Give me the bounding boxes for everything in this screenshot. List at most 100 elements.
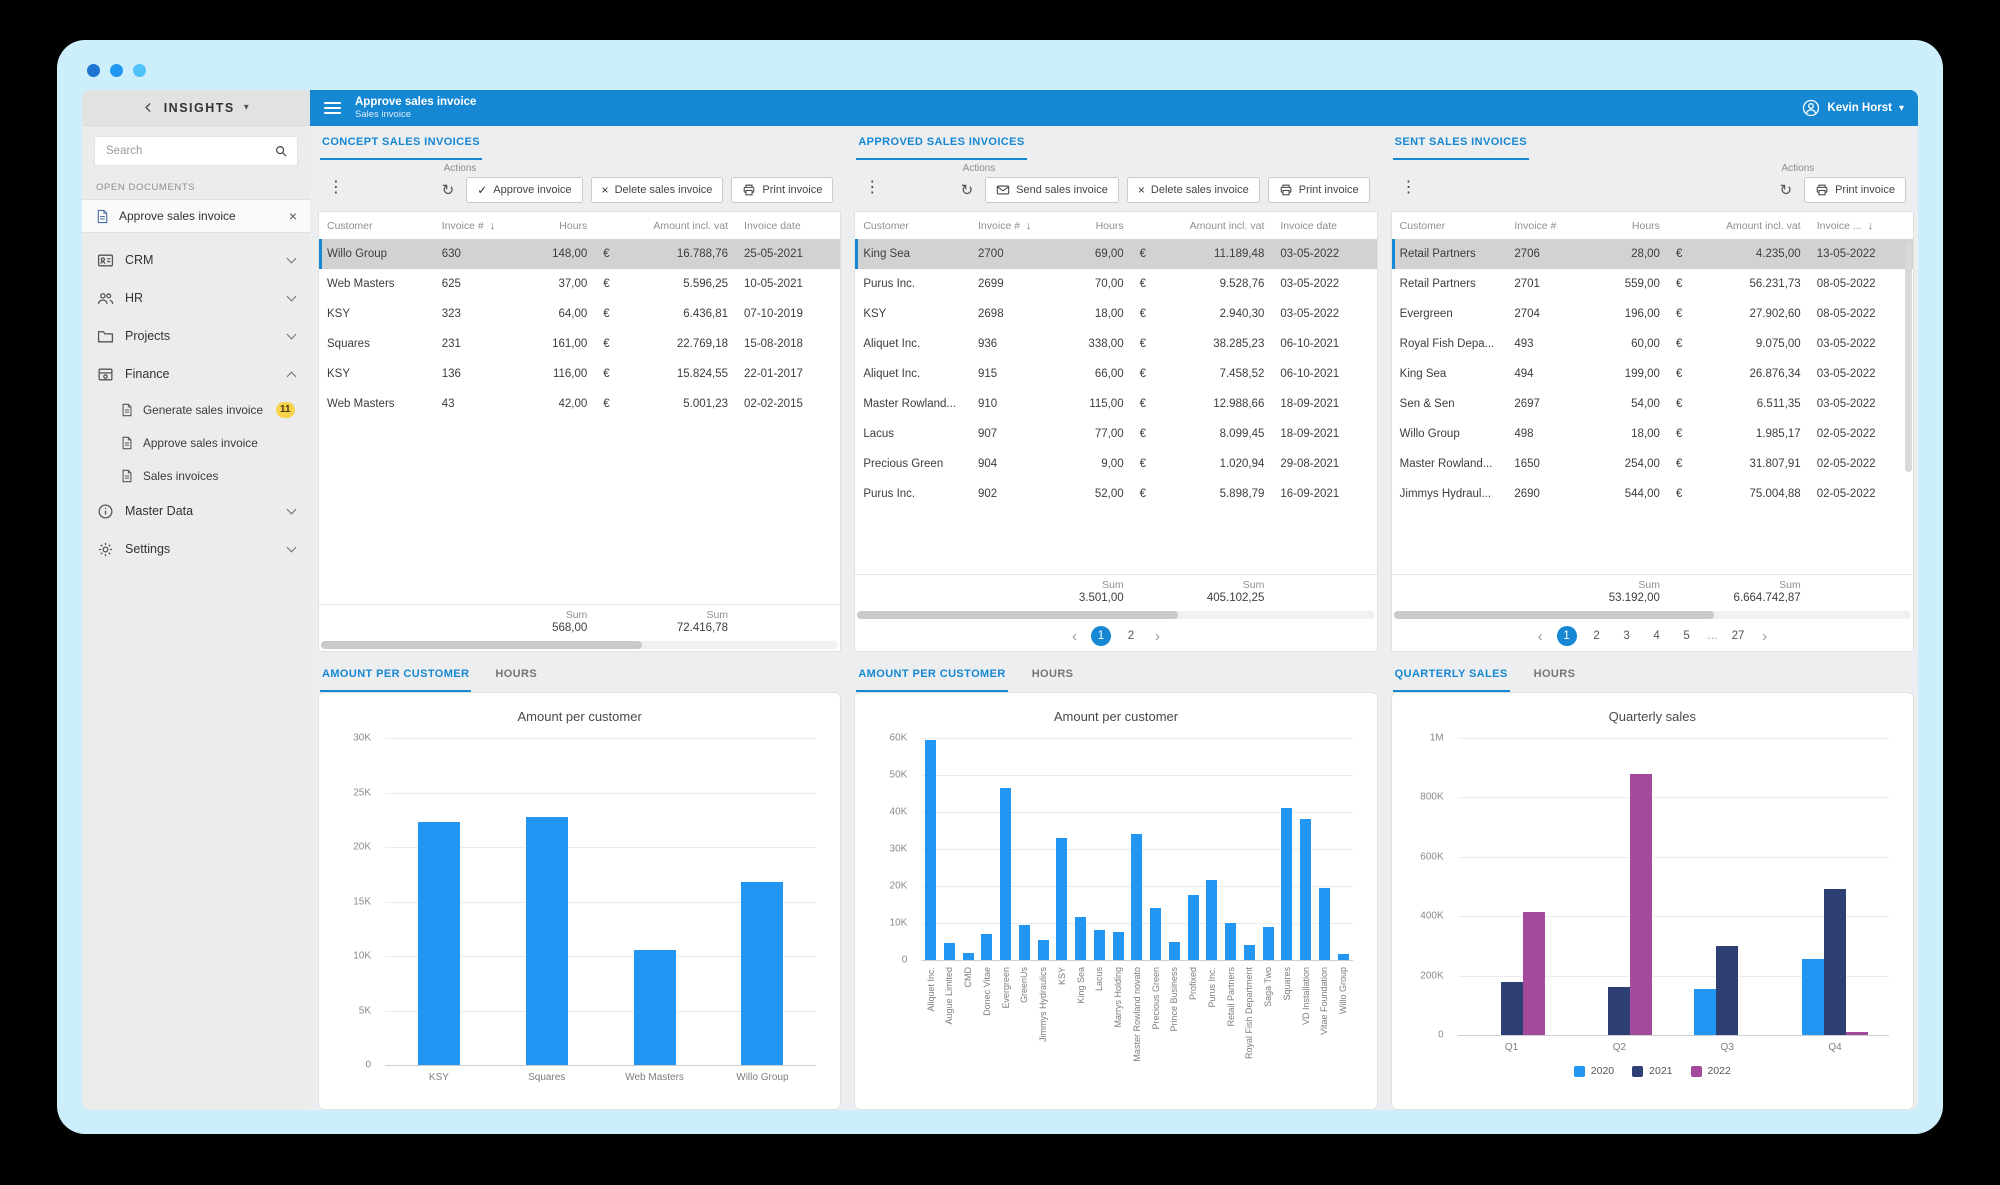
invoice-row[interactable]: Web Masters 43 42,00 €5.001,23 02-02-2015 xyxy=(319,389,840,419)
invoice-row[interactable]: King Sea 2700 69,00 €11.189,48 03-05-2022 xyxy=(855,239,1377,269)
sort-descending-icon[interactable]: ↓ xyxy=(1867,220,1874,232)
previous-page-button[interactable]: ‹ xyxy=(1537,627,1543,645)
bar[interactable] xyxy=(1281,808,1293,960)
previous-page-button[interactable]: ‹ xyxy=(1071,627,1077,645)
refresh-icon[interactable]: ↻ xyxy=(1779,182,1793,199)
sidebar-item-projects[interactable]: Projects xyxy=(82,317,310,355)
invoice-row[interactable]: Web Masters 625 37,00 €5.596,25 10-05-2021 xyxy=(319,269,840,299)
invoice-row[interactable]: Royal Fish Depa... 493 60,00 €9.075,00 03-05… xyxy=(1392,329,1913,359)
invoice-row[interactable]: Purus Inc. 2699 70,00 €9.528,76 03-05-2022 xyxy=(855,269,1376,299)
print-invoice-button[interactable]: Print invoice xyxy=(1804,177,1906,203)
tab-amount-per-customer[interactable]: AMOUNT PER CUSTOMER xyxy=(856,668,1008,692)
bar[interactable] xyxy=(1075,917,1087,960)
sidebar-item-approve-sales-invoice[interactable]: Approve sales invoice xyxy=(82,426,310,459)
bar-2021[interactable] xyxy=(1716,945,1739,1035)
approve-invoice-button[interactable]: ✓ Approve invoice xyxy=(466,177,583,203)
amount-column-header[interactable]: Amount incl. vat xyxy=(1189,220,1265,232)
sidebar-item-hr[interactable]: HR xyxy=(82,279,310,317)
sidebar-item-sales-invoices[interactable]: Sales invoices xyxy=(82,459,310,492)
bar[interactable] xyxy=(943,943,955,960)
horizontal-scrollbar[interactable] xyxy=(857,611,1375,619)
tab-hours[interactable]: HOURS xyxy=(495,668,538,680)
bar[interactable] xyxy=(525,816,568,1065)
invoice-row[interactable]: Jimmys Hydraul... 2690 544,00 €75.004,88 02-… xyxy=(1392,479,1913,509)
bar[interactable] xyxy=(1262,926,1274,960)
scrollbar-thumb[interactable] xyxy=(321,641,642,649)
bar[interactable] xyxy=(1300,819,1312,960)
bar[interactable] xyxy=(1243,945,1255,960)
invoice-row[interactable]: KSY 323 64,00 €6.436,81 07-10-2019 xyxy=(319,299,840,329)
tab-hours[interactable]: HOURS xyxy=(1533,668,1576,680)
invoice-row[interactable]: Lacus 907 77,00 €8.099,45 18-09-2021 xyxy=(855,419,1376,449)
bar[interactable] xyxy=(1112,932,1124,960)
vertical-scrollbar[interactable] xyxy=(1904,242,1912,472)
horizontal-scrollbar[interactable] xyxy=(321,641,839,649)
invoice-row[interactable]: Aliquet Inc. 915 66,00 €7.458,52 06-10-2021 xyxy=(855,359,1376,389)
tab-concept-sales-invoices[interactable]: CONCEPT SALES INVOICES xyxy=(320,136,482,160)
invoice-row[interactable]: Retail Partners 2701 559,00 €56.231,73 08-05… xyxy=(1392,269,1913,299)
bar[interactable] xyxy=(925,739,937,960)
bar-2022[interactable] xyxy=(1522,911,1545,1035)
scrollbar-thumb[interactable] xyxy=(1393,611,1715,619)
invoice-row[interactable]: Evergreen 2704 196,00 €27.902,60 08-05-2022 xyxy=(1392,299,1913,329)
bar-2022[interactable] xyxy=(1630,773,1653,1035)
kebab-menu-icon[interactable]: ⋮ xyxy=(1400,179,1417,196)
bar[interactable] xyxy=(633,949,676,1065)
page-1-button[interactable]: 1 xyxy=(1556,626,1577,646)
invoice-row[interactable]: Precious Green 904 9,00 €1.020,94 29-08-2021 xyxy=(855,449,1376,479)
refresh-icon[interactable]: ↻ xyxy=(960,182,974,199)
bar[interactable] xyxy=(417,822,460,1065)
bar[interactable] xyxy=(1000,787,1012,960)
sort-descending-icon[interactable]: ↓ xyxy=(1026,220,1032,232)
bar[interactable] xyxy=(1037,939,1049,960)
next-page-button[interactable]: › xyxy=(1762,627,1768,645)
search-input[interactable] xyxy=(104,144,274,158)
sidebar-item-generate-sales-invoice[interactable]: Generate sales invoice 11 xyxy=(82,393,310,426)
bar[interactable] xyxy=(1150,908,1162,960)
hours-column-header[interactable]: Hours xyxy=(1095,220,1124,232)
delete-sales-invoice-button[interactable]: × Delete sales invoice xyxy=(590,177,724,203)
invoice-row[interactable]: Master Rowland... 910 115,00 €12.988,66 18-0… xyxy=(855,389,1376,419)
page-2-button[interactable]: 2 xyxy=(1127,630,1135,642)
page-3-button[interactable]: 3 xyxy=(1623,630,1630,642)
tab-sent-sales-invoices[interactable]: SENT SALES INVOICES xyxy=(1392,136,1529,160)
print-invoice-button[interactable]: Print invoice xyxy=(1267,177,1370,203)
invoice-date-column-header[interactable]: Invoice date xyxy=(744,220,801,232)
close-document-icon[interactable]: × xyxy=(288,208,297,224)
invoice-row[interactable]: Willo Group 498 18,00 €1.985,17 02-05-2022 xyxy=(1392,419,1913,449)
bar[interactable] xyxy=(1018,924,1030,960)
close-window-button[interactable] xyxy=(87,64,100,77)
page-2-button[interactable]: 2 xyxy=(1593,630,1600,642)
page-4-button[interactable]: 4 xyxy=(1653,630,1660,642)
invoice-number-column-header[interactable]: Invoice # ↓ xyxy=(434,212,517,239)
sidebar-item-finance[interactable]: Finance xyxy=(82,355,310,393)
invoice-row[interactable]: Master Rowland... 1650 254,00 €31.807,91 02-… xyxy=(1392,449,1913,479)
user-menu[interactable]: Kevin Horst ▾ xyxy=(1802,99,1904,117)
hours-column-header[interactable]: Hours xyxy=(1631,220,1660,232)
bar[interactable] xyxy=(1225,923,1237,960)
bar[interactable] xyxy=(1187,895,1199,960)
amount-column-header[interactable]: Amount incl. vat xyxy=(653,220,729,232)
bar[interactable] xyxy=(1206,880,1218,960)
invoice-row[interactable]: Purus Inc. 902 52,00 €5.898,79 16-09-2021 xyxy=(855,479,1376,509)
invoice-row[interactable]: Retail Partners 2706 28,00 €4.235,00 13-05-2… xyxy=(1391,239,1913,269)
refresh-icon[interactable]: ↻ xyxy=(441,182,455,199)
bar-2022[interactable] xyxy=(1846,1032,1869,1035)
bar[interactable] xyxy=(741,882,784,1065)
customer-column-header[interactable]: Customer xyxy=(1399,220,1446,232)
maximize-window-button[interactable] xyxy=(133,64,146,77)
bar-2021[interactable] xyxy=(1824,889,1847,1035)
invoice-row[interactable]: King Sea 494 199,00 €26.876,34 03-05-2022 xyxy=(1392,359,1913,389)
hours-column-header[interactable]: Hours xyxy=(559,220,588,232)
invoice-date-column-header[interactable]: Invoice ... ↓ xyxy=(1809,212,1913,239)
tab-quarterly-sales[interactable]: QUARTERLY SALES xyxy=(1392,668,1510,692)
delete-sales-invoice-button[interactable]: × Delete sales invoice xyxy=(1126,177,1260,203)
bar[interactable] xyxy=(1318,887,1330,960)
invoice-number-column-header[interactable]: Invoice # ↓ xyxy=(970,212,1053,239)
bar[interactable] xyxy=(1056,837,1068,960)
page-5-button[interactable]: 5 xyxy=(1683,630,1690,642)
bar-2021[interactable] xyxy=(1500,981,1523,1035)
tab-approved-sales-invoices[interactable]: APPROVED SALES INVOICES xyxy=(856,136,1027,160)
bar-2021[interactable] xyxy=(1608,987,1631,1035)
next-page-button[interactable]: › xyxy=(1154,627,1160,645)
